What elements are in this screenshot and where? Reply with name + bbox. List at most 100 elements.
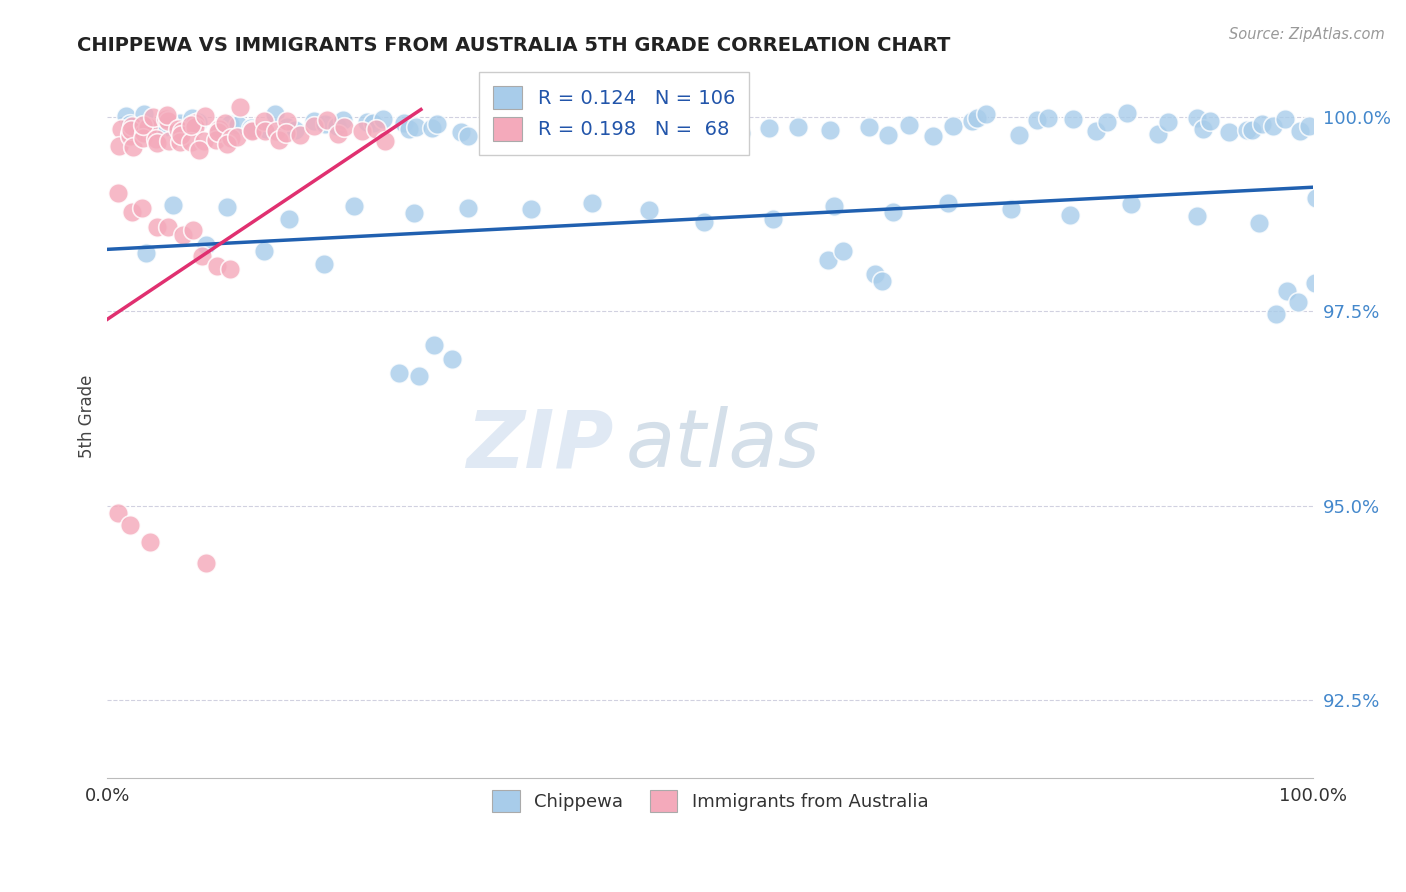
Point [169,116,191,130]
Point [1084,124,1107,138]
Point [215,200,238,214]
Point [195,556,218,570]
Point [135,246,157,260]
Point [607,122,630,136]
Point [195,238,218,252]
Point [219,261,242,276]
Point [882,205,904,219]
Point [387,366,409,380]
Point [208,126,231,140]
Point [865,267,887,281]
Point [153,120,176,134]
Point [1187,209,1209,223]
Point [121,204,143,219]
Point [120,128,142,143]
Point [1095,115,1118,129]
Text: CHIPPEWA VS IMMIGRANTS FROM AUSTRALIA 5TH GRADE CORRELATION CHART: CHIPPEWA VS IMMIGRANTS FROM AUSTRALIA 5T… [77,36,950,54]
Point [229,100,252,114]
Point [1305,191,1327,205]
Point [314,117,336,131]
Point [107,186,129,200]
Point [219,117,242,131]
Point [366,122,388,136]
Point [157,134,180,148]
Point [284,123,307,137]
Point [693,215,716,229]
Point [1236,123,1258,137]
Point [392,116,415,130]
Point [637,115,659,129]
Point [110,121,132,136]
Point [208,122,231,136]
Point [1147,128,1170,142]
Point [960,113,983,128]
Point [219,131,242,145]
Point [180,112,202,126]
Point [142,110,165,124]
Text: atlas: atlas [626,406,821,484]
Point [172,124,194,138]
Point [107,139,129,153]
Point [156,114,179,128]
Point [240,123,263,137]
Point [207,259,229,273]
Point [1038,111,1060,125]
Point [1185,111,1208,125]
Point [704,125,727,139]
Point [374,134,396,148]
Point [332,113,354,128]
Point [121,129,143,144]
Point [658,121,681,136]
Point [1008,128,1031,142]
Point [974,107,997,121]
Y-axis label: 5th Grade: 5th Grade [79,375,96,458]
Point [1303,276,1326,290]
Point [132,130,155,145]
Point [440,352,463,367]
Point [266,124,288,138]
Point [193,109,215,123]
Point [131,201,153,215]
Point [405,120,427,135]
Point [146,120,169,135]
Point [136,120,159,135]
Point [361,116,384,130]
Point [290,128,312,143]
Point [730,126,752,140]
Point [146,136,169,151]
Point [254,122,277,136]
Point [180,119,202,133]
Point [356,115,378,129]
Point [423,338,446,352]
Point [169,135,191,149]
Point [1261,119,1284,133]
Point [1062,112,1084,126]
Point [1157,115,1180,129]
Point [333,120,356,134]
Point [922,129,945,144]
Point [183,116,205,130]
Point [186,114,208,128]
Point [450,125,472,139]
Point [114,109,136,123]
Point [522,127,544,141]
Point [155,112,177,126]
Point [132,127,155,141]
Point [823,199,845,213]
Point [276,114,298,128]
Point [831,244,853,258]
Point [191,249,214,263]
Point [457,201,479,215]
Point [254,124,277,138]
Point [536,130,558,145]
Point [139,535,162,549]
Text: ZIP: ZIP [467,406,614,484]
Point [1250,117,1272,131]
Point [404,206,426,220]
Point [877,128,900,142]
Legend: Chippewa, Immigrants from Australia: Chippewa, Immigrants from Australia [478,775,942,826]
Point [1218,125,1240,139]
Point [966,112,988,126]
Point [183,120,205,134]
Point [1298,119,1320,133]
